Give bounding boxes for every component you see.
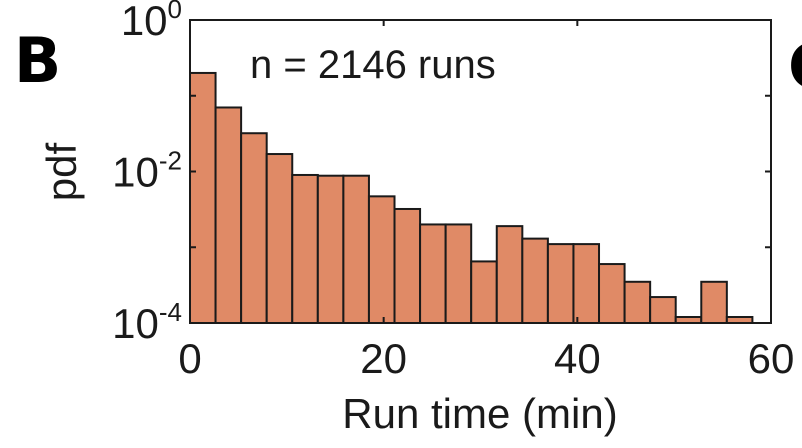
histogram-bar [497, 226, 523, 323]
x-tick-label: 40 [554, 335, 601, 382]
histogram-bar [446, 224, 472, 323]
x-tick-labels: 0 20 40 60 [178, 335, 794, 382]
x-axis-label: Run time (min) [342, 390, 617, 437]
histogram-bar [522, 239, 548, 323]
histogram-bar [267, 154, 293, 323]
histogram-bar [625, 282, 651, 323]
histogram-bar [701, 282, 727, 323]
histogram-bar [216, 107, 242, 323]
histogram-bar [420, 224, 446, 323]
histogram-bar [548, 244, 574, 323]
panel-label: B [14, 24, 61, 97]
histogram-bar [471, 261, 497, 323]
histogram-bar [573, 244, 599, 323]
y-tick-label: 10-2 [112, 146, 182, 196]
histogram-bar [318, 176, 344, 323]
histogram-bar [369, 196, 395, 323]
histogram-bar [343, 176, 369, 323]
histogram-bar [599, 264, 625, 323]
x-tick-label: 20 [360, 335, 407, 382]
histogram-bar [190, 73, 216, 323]
histogram-bar [395, 209, 421, 323]
next-panel-label-fragment: C [788, 30, 802, 103]
bars-group [190, 73, 752, 323]
y-tick-label: 100 [121, 0, 182, 44]
x-tick-label: 60 [748, 335, 795, 382]
count-annotation: n = 2146 runs [250, 43, 496, 87]
x-tick-label: 0 [178, 335, 201, 382]
y-tick-label: 10-4 [112, 297, 182, 347]
y-axis-label: pdf [38, 142, 85, 201]
histogram-bar [650, 297, 676, 323]
histogram-bar [241, 133, 267, 323]
histogram-bar [292, 175, 318, 323]
y-tick-labels: 100 10-2 10-4 [112, 0, 182, 347]
